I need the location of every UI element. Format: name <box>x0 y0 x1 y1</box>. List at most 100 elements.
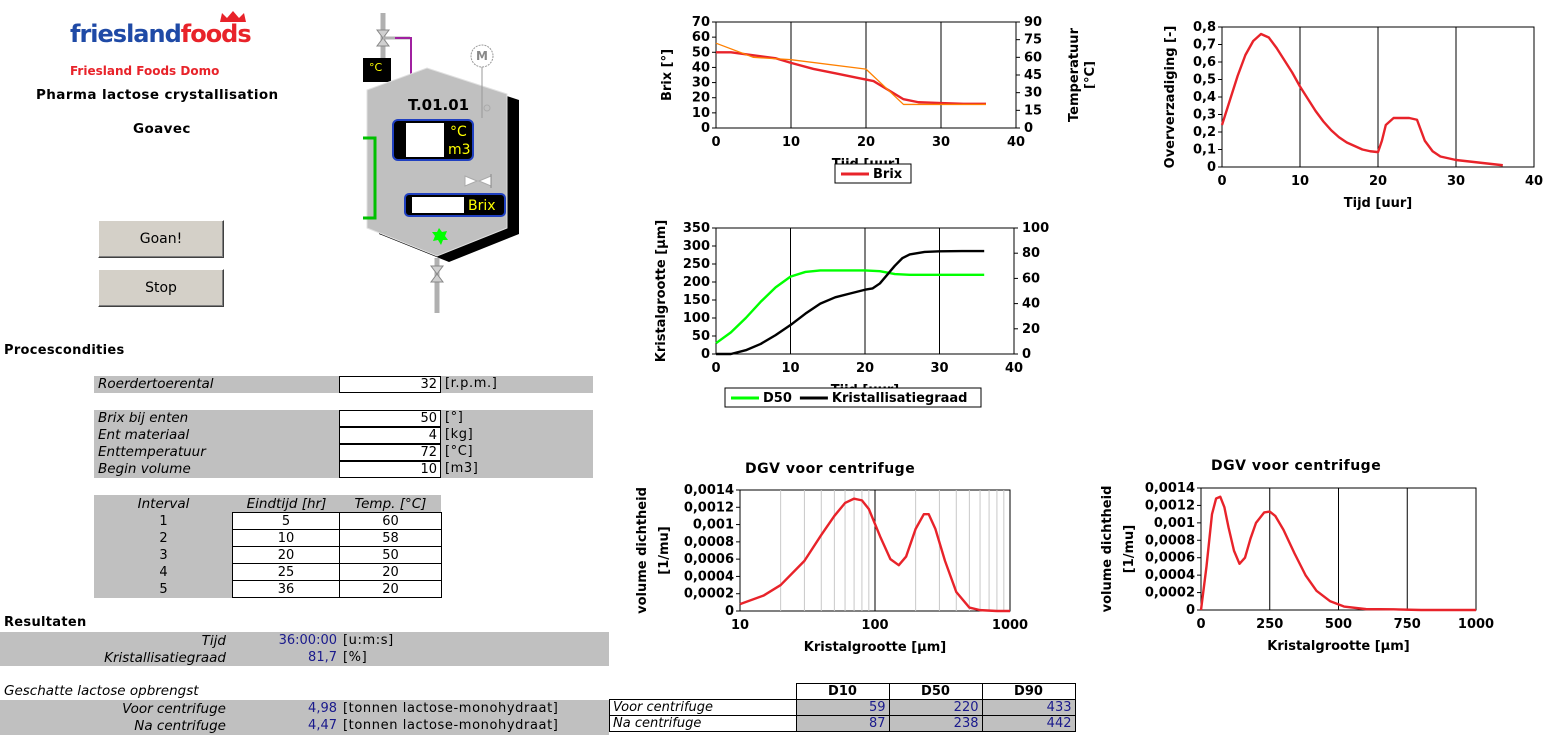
results-title: Resultaten <box>4 615 87 630</box>
y-tick-label: 50 <box>692 329 710 344</box>
y-axis-label: Oververzadiging [-] <box>1163 26 1178 169</box>
kristal-chart: 0 10 20 30 400501001502002503003500204060801… <box>655 220 1049 408</box>
interval-number: 5 <box>159 582 168 597</box>
y-tick-label: 350 <box>683 221 710 236</box>
x-tick-label: 30 <box>1447 174 1465 189</box>
y2-tick-label: 0 <box>1022 347 1031 362</box>
y-tick-label: 0 <box>701 121 710 136</box>
begin-volume-unit: [m3] <box>445 461 479 476</box>
brand-subtitle: Friesland Foods Domo <box>70 64 220 78</box>
d50-value: 238 <box>888 715 983 732</box>
brix-temp-chart: 0102030400102030405060700153045607590Tij… <box>660 15 1095 184</box>
y2-tick-label: 75 <box>1024 33 1042 48</box>
roerder-label: Roerdertoerental <box>98 376 214 392</box>
y-tick-label: 0,0008 <box>684 535 734 550</box>
series-line <box>1220 32 1503 167</box>
yield-voor-value: 4,98 <box>308 701 337 716</box>
table-row: Voor centrifuge 59 220 433 <box>609 699 1076 716</box>
y2-tick-label: 80 <box>1022 246 1040 261</box>
interval-number: 1 <box>159 514 168 529</box>
y2-axis-label: Temperatuur <box>1067 27 1082 122</box>
interval-number: 2 <box>159 531 168 546</box>
y-tick-label: 0,2 <box>1193 125 1216 140</box>
temp-cell[interactable]: 58 <box>339 529 442 547</box>
eindtijd-cell[interactable]: 36 <box>232 580 340 598</box>
x-tick-label: 30 <box>932 135 950 150</box>
series-line <box>716 51 986 105</box>
x-tick-label: 250 <box>1256 617 1283 632</box>
stop-button[interactable]: Stop <box>98 269 224 307</box>
y-axis-label: volume dichtheid <box>635 487 650 614</box>
x-tick-label: 10 <box>1291 174 1309 189</box>
y-tick-label: 0,001 <box>693 518 734 533</box>
y-tick-label: 0,0014 <box>1145 481 1195 496</box>
ent-materiaal-label: Ent materiaal <box>98 427 190 443</box>
table-row: Na centrifuge 87 238 442 <box>609 715 1076 732</box>
table-row: 25 20 <box>232 563 442 581</box>
d90-value: 433 <box>981 699 1076 716</box>
y-tick-label: 0,0004 <box>684 569 734 584</box>
y-tick-label: 0 <box>701 347 710 362</box>
series-line <box>1199 495 1476 612</box>
tank-id: T.01.01 <box>408 96 470 114</box>
eindtijd-cell[interactable]: 5 <box>232 512 340 530</box>
tank-diagram <box>363 13 519 313</box>
yield-voor-label: Voor centrifuge <box>122 701 226 717</box>
brix-bij-enten-unit: [°] <box>445 410 464 425</box>
brix-unit-label: Brix <box>468 198 496 214</box>
y-tick-label: 0,0004 <box>1145 568 1195 583</box>
results-block <box>0 632 609 666</box>
roerder-input[interactable]: 32 <box>339 376 441 393</box>
temp-cell[interactable]: 20 <box>339 580 442 598</box>
temp-cell[interactable]: 50 <box>339 546 442 564</box>
y-tick-label: 0,0012 <box>684 500 734 515</box>
oververzadiging-chart: 0 10 20 30 40 0 0,1 0,2 0,3 0,4 0,5 0,6 0,7 0,8 Tijd [… <box>1163 20 1543 211</box>
series-line <box>716 249 985 356</box>
crown-icon <box>220 11 246 22</box>
y-axis-label: volume dichtheid <box>1100 486 1115 613</box>
y2-tick-label: 20 <box>1022 322 1040 337</box>
series-line <box>715 269 985 345</box>
eindtijd-cell[interactable]: 25 <box>232 563 340 581</box>
table-row: 5 60 <box>232 512 442 530</box>
interval-number: 4 <box>159 565 168 580</box>
y-axis-unit: [1/mu] <box>1122 525 1137 573</box>
series-line <box>739 497 1010 613</box>
brix-bij-enten-input[interactable]: 50 <box>339 410 441 427</box>
y-tick-label: 0,0006 <box>1145 551 1195 566</box>
x-tick-label: 30 <box>930 361 948 376</box>
y-tick-label: 0,001 <box>1154 516 1195 531</box>
y-tick-label: 0,0014 <box>684 483 734 498</box>
y-tick-label: 0 <box>1186 603 1195 618</box>
d50-header: D50 <box>888 683 983 700</box>
start-button[interactable]: Goan! <box>98 220 224 258</box>
y-tick-label: 0 <box>1207 160 1216 175</box>
yield-na-unit: [tonnen lactose-monohydraat] <box>343 718 559 733</box>
dgv-lin-title: DGV voor centrifuge <box>1211 458 1382 474</box>
dgv-log-chart: 10 100 1000 0 0,0002 0,0004 0,0006 0,0008 0,001 0… <box>635 483 1028 655</box>
eindtijd-cell[interactable]: 20 <box>232 546 340 564</box>
begin-volume-input[interactable]: 10 <box>339 461 441 478</box>
temp-cell[interactable]: 20 <box>339 563 442 581</box>
d10-value: 87 <box>795 715 890 732</box>
enttemperatuur-input[interactable]: 72 <box>339 444 441 461</box>
x-tick-label: 20 <box>857 135 875 150</box>
d10-value: 59 <box>795 699 890 716</box>
y-tick-label: 0,0002 <box>1145 586 1195 601</box>
y-tick-label: 150 <box>683 293 710 308</box>
yield-na-value: 4,47 <box>308 718 337 733</box>
y-tick-label: 0,6 <box>1193 55 1216 70</box>
eindtijd-cell[interactable]: 10 <box>232 529 340 547</box>
temp-cell[interactable]: 60 <box>339 512 442 530</box>
y-tick-label: 100 <box>683 311 710 326</box>
d50-value: 220 <box>888 699 983 716</box>
x-tick-label: 100 <box>861 618 888 633</box>
y2-tick-label: 90 <box>1024 15 1042 30</box>
x-tick-label: 40 <box>1007 135 1025 150</box>
company-logo: frieslandfoods <box>70 20 252 48</box>
y-tick-label: 0,0006 <box>684 552 734 567</box>
tijd-label: Tijd <box>201 633 226 649</box>
y-tick-label: 250 <box>683 257 710 272</box>
ent-materiaal-input[interactable]: 4 <box>339 427 441 444</box>
y2-tick-label: 40 <box>1022 297 1040 312</box>
